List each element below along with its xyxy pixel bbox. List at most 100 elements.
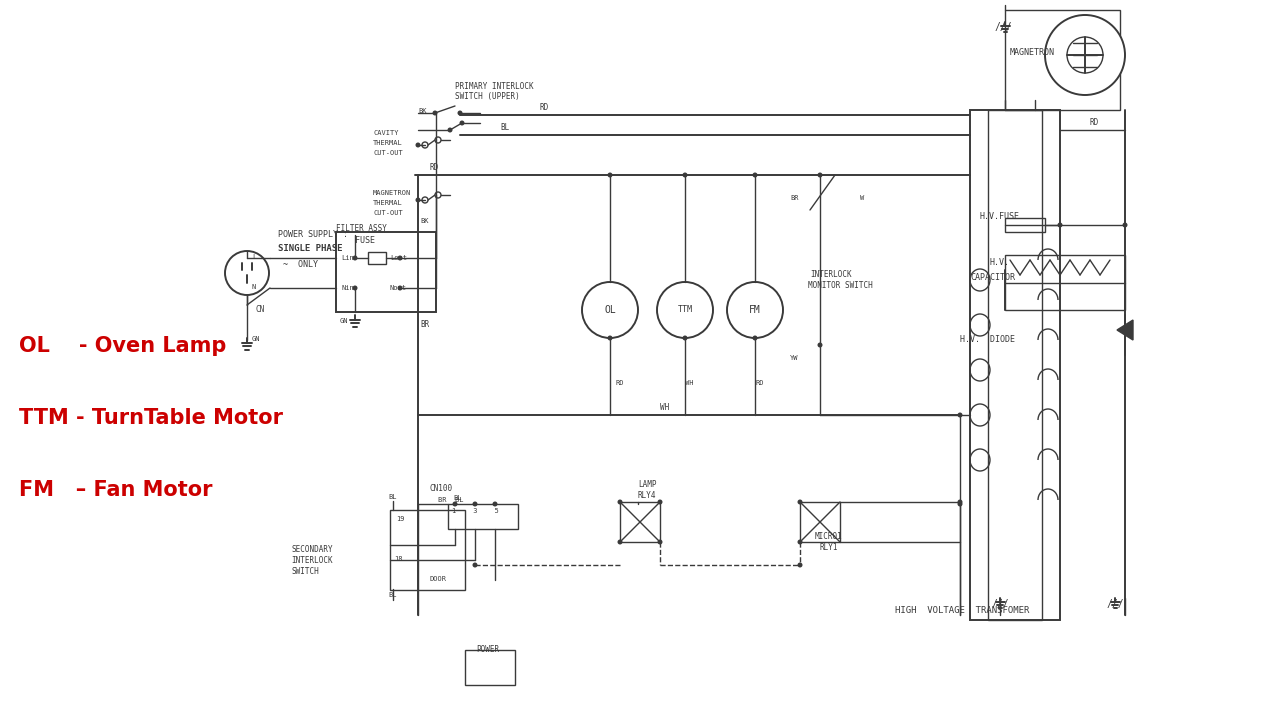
Circle shape bbox=[1057, 222, 1062, 228]
Bar bbox=[988, 110, 1042, 620]
Circle shape bbox=[422, 142, 428, 148]
Circle shape bbox=[608, 173, 613, 178]
Text: FM   – Fan Motor: FM – Fan Motor bbox=[19, 480, 212, 500]
Circle shape bbox=[398, 286, 402, 290]
Circle shape bbox=[472, 502, 477, 506]
Text: FUSE: FUSE bbox=[355, 236, 375, 245]
Text: THERMAL: THERMAL bbox=[372, 140, 403, 146]
Text: 19: 19 bbox=[396, 516, 404, 522]
Circle shape bbox=[658, 500, 663, 505]
Text: GN: GN bbox=[340, 318, 348, 324]
Circle shape bbox=[617, 500, 622, 505]
Circle shape bbox=[448, 127, 453, 132]
Text: ///: /// bbox=[991, 599, 1009, 609]
Text: RD: RD bbox=[540, 103, 549, 112]
Text: SECONDARY: SECONDARY bbox=[291, 545, 333, 554]
Circle shape bbox=[1068, 37, 1103, 73]
Text: INTERLOCK: INTERLOCK bbox=[810, 270, 851, 279]
Circle shape bbox=[682, 336, 687, 341]
Text: Nout: Nout bbox=[390, 285, 407, 291]
Circle shape bbox=[658, 539, 663, 544]
Circle shape bbox=[957, 413, 963, 418]
Bar bbox=[970, 110, 1060, 620]
Text: RLY1: RLY1 bbox=[820, 543, 838, 552]
Text: BL: BL bbox=[500, 123, 509, 132]
Circle shape bbox=[617, 539, 622, 544]
Circle shape bbox=[753, 173, 758, 178]
Circle shape bbox=[1123, 222, 1128, 228]
Circle shape bbox=[453, 502, 457, 506]
Text: ///: /// bbox=[1106, 599, 1124, 609]
Text: LAMP: LAMP bbox=[637, 480, 657, 489]
Text: HIGH  VOLTAGE  TRANSFOMER: HIGH VOLTAGE TRANSFOMER bbox=[895, 606, 1029, 615]
Bar bbox=[1005, 10, 1120, 110]
Circle shape bbox=[435, 137, 442, 143]
Circle shape bbox=[352, 286, 357, 290]
Text: SWITCH: SWITCH bbox=[291, 567, 319, 576]
Text: MONITOR SWITCH: MONITOR SWITCH bbox=[808, 281, 873, 290]
Text: SINGLE PHASE: SINGLE PHASE bbox=[278, 244, 343, 253]
Text: OL    - Oven Lamp: OL - Oven Lamp bbox=[19, 336, 227, 356]
Text: CN100: CN100 bbox=[430, 484, 453, 493]
Circle shape bbox=[753, 336, 758, 341]
Text: RD: RD bbox=[755, 380, 763, 386]
Bar bbox=[800, 502, 840, 542]
Text: WH: WH bbox=[660, 403, 669, 412]
Text: Lout: Lout bbox=[390, 255, 407, 261]
Circle shape bbox=[398, 256, 402, 261]
Text: POWER SUPPLY :: POWER SUPPLY : bbox=[278, 230, 348, 239]
Circle shape bbox=[493, 502, 498, 506]
Text: H.V.: H.V. bbox=[989, 258, 1010, 267]
Bar bbox=[1005, 255, 1125, 310]
Text: RLY4: RLY4 bbox=[637, 491, 657, 500]
Text: CUT-OUT: CUT-OUT bbox=[372, 150, 403, 156]
Text: ///: /// bbox=[995, 22, 1011, 32]
Circle shape bbox=[657, 282, 713, 338]
Bar bbox=[448, 504, 518, 529]
Text: BK: BK bbox=[419, 108, 426, 114]
Text: BL: BL bbox=[388, 592, 397, 598]
Text: INTERLOCK: INTERLOCK bbox=[291, 556, 333, 565]
Circle shape bbox=[416, 143, 421, 148]
Circle shape bbox=[352, 256, 357, 261]
Circle shape bbox=[422, 197, 428, 203]
Bar bbox=[369, 252, 387, 264]
Circle shape bbox=[727, 282, 783, 338]
Text: N: N bbox=[252, 284, 256, 290]
Bar bbox=[335, 232, 436, 312]
Text: SWITCH (UPPER): SWITCH (UPPER) bbox=[454, 92, 520, 101]
Circle shape bbox=[957, 502, 963, 506]
Text: CAVITY: CAVITY bbox=[372, 130, 398, 136]
Text: DOOR: DOOR bbox=[430, 576, 447, 582]
Circle shape bbox=[608, 336, 613, 341]
Text: WH: WH bbox=[685, 380, 694, 386]
Text: OL: OL bbox=[604, 305, 616, 315]
Text: RD: RD bbox=[1091, 118, 1100, 127]
Text: POWER: POWER bbox=[476, 645, 499, 654]
Text: FILTER ASSY: FILTER ASSY bbox=[335, 224, 387, 233]
Text: GN: GN bbox=[252, 336, 261, 342]
Circle shape bbox=[818, 173, 823, 178]
Text: CN: CN bbox=[256, 305, 265, 314]
Text: BR  BL: BR BL bbox=[438, 497, 463, 503]
Text: BR: BR bbox=[420, 320, 429, 329]
Polygon shape bbox=[1117, 320, 1133, 340]
Text: H.V.  DIODE: H.V. DIODE bbox=[960, 335, 1015, 344]
Text: TTM: TTM bbox=[677, 305, 692, 315]
Text: TTM - TurnTable Motor: TTM - TurnTable Motor bbox=[19, 408, 283, 428]
Text: W: W bbox=[860, 195, 864, 201]
Text: L: L bbox=[252, 254, 256, 260]
Text: 1    3    5: 1 3 5 bbox=[452, 508, 499, 514]
Circle shape bbox=[460, 120, 465, 125]
Text: RD: RD bbox=[430, 163, 439, 172]
Circle shape bbox=[457, 110, 462, 115]
Circle shape bbox=[435, 192, 442, 198]
Text: MAGNETRON: MAGNETRON bbox=[1010, 48, 1055, 57]
Text: THERMAL: THERMAL bbox=[372, 200, 403, 206]
Circle shape bbox=[682, 173, 687, 178]
Circle shape bbox=[818, 343, 823, 348]
Text: MICR01: MICR01 bbox=[815, 532, 842, 541]
Text: H.V.FUSE: H.V.FUSE bbox=[980, 212, 1020, 221]
Circle shape bbox=[797, 539, 803, 544]
Text: BL: BL bbox=[388, 494, 397, 500]
